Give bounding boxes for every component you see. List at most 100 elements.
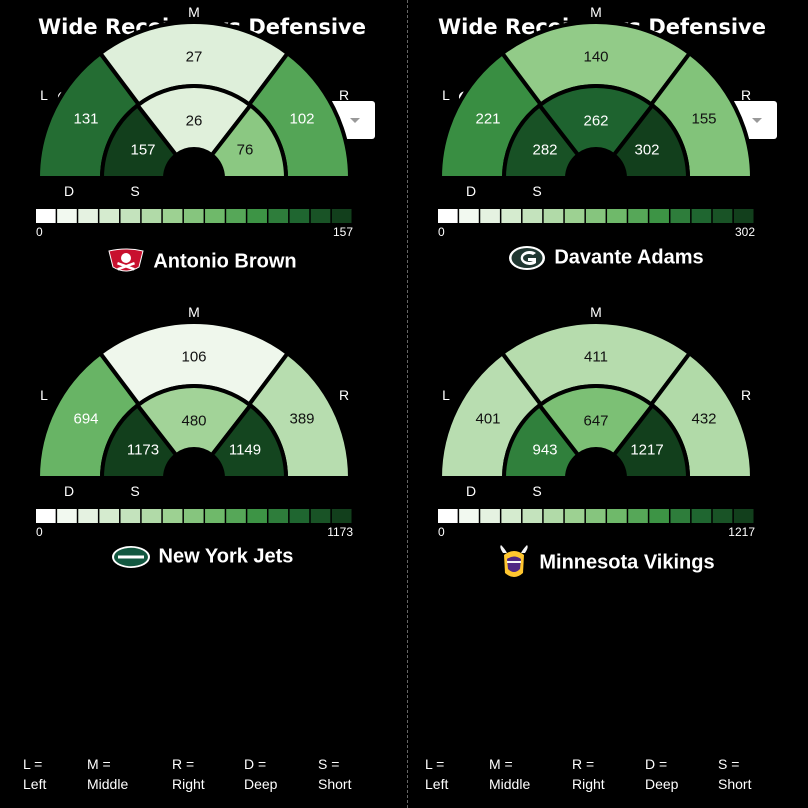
- scale-swatch: [57, 209, 77, 223]
- vikings-helmet-icon: [500, 545, 529, 577]
- center-hole: [567, 449, 625, 478]
- zone-value-short-left: 282: [532, 142, 557, 159]
- zone-label-left: L: [442, 87, 450, 103]
- scale-swatch: [162, 209, 183, 223]
- legend-key: S =: [318, 756, 340, 772]
- scale-swatch: [78, 509, 98, 523]
- scale-swatch: [733, 209, 754, 223]
- subject-name: Davante Adams: [554, 246, 704, 269]
- zone-value-short-middle: 26: [186, 113, 203, 130]
- heatmap-chart: 221 140 155 282 262 302 M L R D S 0 302: [437, 4, 755, 239]
- chart-subject: Antonio Brown: [0, 245, 404, 279]
- scale-swatch: [522, 209, 543, 223]
- scale-swatch: [501, 209, 522, 223]
- zone-label-left: L: [40, 387, 48, 403]
- scale-swatch: [205, 209, 225, 223]
- zone-value-short-middle: 647: [583, 413, 608, 430]
- scale-swatch: [162, 509, 183, 523]
- zone-value-short-left: 1173: [127, 442, 159, 459]
- scale-swatch: [480, 509, 500, 523]
- scale-swatch: [522, 509, 543, 523]
- legend-meaning: Deep: [244, 776, 278, 792]
- zone-value-deep-middle: 411: [584, 349, 608, 366]
- zone-value-deep-right: 155: [691, 111, 716, 128]
- zone-value-short-right: 1217: [630, 442, 663, 459]
- scale-swatch: [607, 209, 627, 223]
- scale-swatch: [331, 209, 352, 223]
- zone-label-deep: D: [64, 483, 74, 499]
- subject-name: Minnesota Vikings: [539, 551, 715, 574]
- center-hole: [165, 449, 223, 478]
- scale-swatch: [99, 509, 120, 523]
- scale-swatch: [628, 209, 648, 223]
- zone-value-deep-middle: 106: [181, 349, 206, 366]
- scale-swatch: [247, 209, 267, 223]
- scale-swatch: [78, 209, 98, 223]
- scale-swatch: [438, 509, 458, 523]
- abbreviation-legend: L = Left M = Middle R = Right D = Deep S = Short: [0, 754, 404, 794]
- scale-swatch: [480, 209, 500, 223]
- scale-swatch: [120, 509, 141, 523]
- zone-value-deep-left: 131: [73, 111, 98, 128]
- legend-entry: L = Left: [425, 754, 448, 794]
- zone-label-left: L: [40, 87, 48, 103]
- scale-swatch: [183, 509, 204, 523]
- scale-swatch: [289, 209, 310, 223]
- scale-swatch: [141, 509, 162, 523]
- legend-meaning: Short: [318, 776, 352, 792]
- zone-label-right: R: [339, 87, 349, 103]
- legend-key: D =: [244, 756, 267, 772]
- zone-value-deep-right: 389: [289, 411, 314, 428]
- scale-swatch: [289, 509, 310, 523]
- legend-meaning: Deep: [645, 776, 679, 792]
- zone-label-deep: D: [466, 183, 476, 199]
- scale-swatch: [670, 509, 691, 523]
- legend-key: M =: [489, 756, 513, 772]
- legend-key: S =: [718, 756, 740, 772]
- scale-swatch: [205, 509, 225, 523]
- scale-swatch: [459, 209, 479, 223]
- zone-value-short-right: 76: [237, 142, 254, 159]
- legend-key: D =: [645, 756, 668, 772]
- packers-g-icon: [509, 246, 546, 270]
- scale-swatch: [543, 209, 564, 223]
- scale-swatch: [36, 509, 56, 523]
- scale-swatch: [310, 209, 331, 223]
- jets-oval-icon: [111, 546, 150, 568]
- legend-meaning: Middle: [489, 776, 531, 792]
- subject-name: New York Jets: [158, 545, 294, 568]
- legend-key: L =: [23, 756, 43, 772]
- scale-swatch: [712, 209, 733, 223]
- scale-swatch: [226, 209, 246, 223]
- zone-value-deep-right: 432: [691, 411, 716, 428]
- scale-swatch: [585, 209, 606, 223]
- legend-entry: D = Deep: [244, 754, 277, 794]
- zone-label-right: R: [741, 87, 751, 103]
- scale-swatch: [585, 509, 606, 523]
- legend-meaning: Short: [718, 776, 752, 792]
- zone-value-deep-right: 102: [289, 111, 314, 128]
- legend-entry: M = Middle: [489, 754, 530, 794]
- zone-value-deep-left: 694: [73, 411, 98, 428]
- zone-value-short-middle: 480: [181, 413, 206, 430]
- zone-label-short: S: [130, 183, 139, 199]
- legend-entry: D = Deep: [645, 754, 678, 794]
- legend-meaning: Right: [172, 776, 205, 792]
- scale-swatch: [310, 509, 331, 523]
- center-hole: [165, 149, 223, 178]
- scale-swatch: [268, 209, 289, 223]
- chevron-down-icon: [752, 118, 762, 123]
- abbreviation-legend: L = Left M = Middle R = Right D = Deep S = Short: [404, 754, 808, 794]
- legend-key: M =: [87, 756, 111, 772]
- zone-label-deep: D: [466, 483, 476, 499]
- zone-value-short-right: 302: [634, 142, 659, 159]
- legend-key: R =: [172, 756, 195, 772]
- chart-subject: Minnesota Vikings: [404, 545, 808, 581]
- scale-swatch: [607, 509, 627, 523]
- heatmap-chart: 401 411 432 943 647 1217 M L R D S 0 1217: [437, 304, 755, 539]
- legend-entry: S = Short: [718, 754, 751, 794]
- scale-swatch: [649, 209, 669, 223]
- scale-max-label: 302: [735, 225, 755, 239]
- zone-value-deep-left: 401: [475, 411, 500, 428]
- scale-swatch: [712, 509, 733, 523]
